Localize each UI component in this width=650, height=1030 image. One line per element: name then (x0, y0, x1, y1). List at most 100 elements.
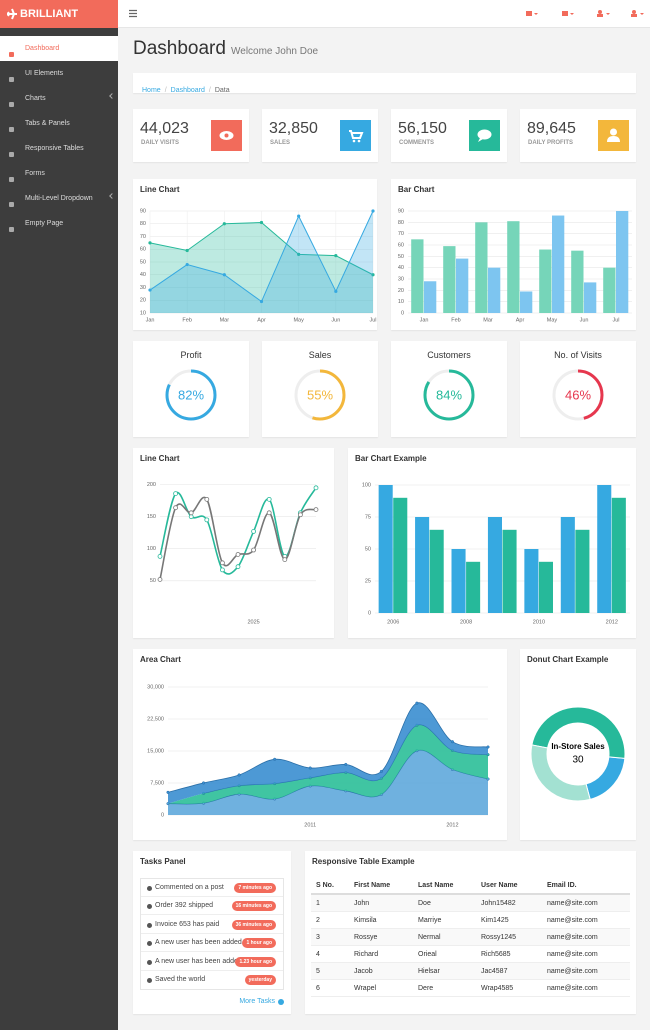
y-tick-label: 60 (398, 242, 404, 248)
menu-icon (9, 152, 14, 157)
icon-shape (9, 152, 14, 157)
point (188, 514, 194, 520)
point (148, 288, 152, 292)
bar (411, 239, 424, 313)
breadcrumb-item[interactable]: Home (142, 87, 161, 94)
bar (488, 267, 501, 313)
table-row (311, 963, 630, 980)
panel: Area Chart 0 7,500 15,000 22,500 30,000 2011 20… (133, 649, 507, 840)
area-band (168, 702, 488, 804)
stat-label: COMMENTS (399, 140, 434, 146)
bar (611, 497, 626, 613)
bar (393, 497, 408, 613)
bar (429, 529, 444, 613)
panel-title: Line Chart (140, 454, 180, 463)
menu-toggle[interactable] (128, 9, 138, 18)
menu-item[interactable]: Multi-Level Dropdown (25, 195, 93, 202)
task-text: Commented on a post (155, 884, 224, 891)
menu-item[interactable]: Charts (25, 95, 46, 102)
bar (584, 282, 597, 313)
point (222, 273, 226, 277)
table-cell: Wrapel (354, 985, 377, 992)
point (371, 273, 375, 277)
menu-item[interactable]: Dashboard (0, 36, 118, 61)
bar (502, 529, 517, 613)
more-tasks[interactable]: More Tasks (239, 998, 275, 1005)
panel: Bar Chart 0 10 20 30 40 50 60 70 80 90 Jan Feb Mar Apr… (391, 179, 636, 330)
donut-segment (531, 706, 626, 759)
icon-shape (9, 52, 14, 57)
point (313, 507, 319, 513)
panel: Donut Chart Example In-Store Sales 30 (520, 649, 636, 840)
point (259, 299, 264, 304)
ring-arc (165, 369, 217, 421)
menu-icon-box (8, 95, 15, 107)
panel: Line Chart 10 20 30 40 50 60 70 80 90 Jan Feb Mar Apr… (133, 179, 377, 330)
point (415, 701, 419, 705)
stat-value: 56,150 (398, 120, 447, 137)
task-item: Commented on a post 7 minutes ago (141, 879, 283, 897)
y-tick-label: 100 (362, 482, 371, 488)
bar (443, 246, 456, 313)
task-text: Order 392 shipped (155, 902, 213, 910)
panel: Responsive Table Example S No. First Name L… (305, 851, 636, 1014)
table-cell: name@site.com (547, 985, 598, 992)
logo[interactable]: BRILLIANT (0, 0, 118, 28)
point (371, 209, 375, 213)
area-band (168, 724, 488, 804)
logo-icon (7, 8, 17, 20)
point (486, 745, 490, 749)
task-item: Order 392 shipped 16 minutes ago (141, 897, 283, 916)
x-tick-label: 2012 (446, 822, 458, 828)
bar (456, 258, 469, 313)
point (297, 252, 301, 256)
point (266, 496, 272, 502)
pupil (224, 133, 229, 138)
x-tick-label: 2012 (606, 619, 618, 625)
table-cell: Jac4587 (481, 968, 508, 975)
column-header: S No. (316, 882, 334, 889)
point (157, 554, 163, 559)
task-item: A new user has been added 1.23 hour ago (141, 953, 283, 971)
breadcrumb-item[interactable]: Dashboard (165, 87, 205, 94)
menu-item[interactable]: Tabs & Panels (25, 120, 70, 127)
panel-title: Bar Chart (398, 185, 435, 194)
point (220, 560, 225, 566)
point (308, 766, 312, 770)
stat-value: 89,645 (527, 120, 576, 137)
task-text: Invoice 653 has paid (155, 920, 220, 928)
x-tick-label: 2008 (460, 619, 472, 625)
stat-icon (211, 120, 242, 151)
y-tick-label: 50 (150, 578, 156, 584)
point (282, 557, 288, 563)
bar (603, 267, 616, 313)
brand: BRILLIANT (20, 8, 79, 20)
head (610, 128, 617, 136)
chart: 0 25 50 75 100 2006 2008 2010 2012 (362, 482, 630, 625)
task-icon (147, 978, 152, 983)
breadcrumb-item: Data (209, 87, 230, 94)
table-cell: Richard (354, 951, 379, 958)
point (450, 740, 454, 744)
bar (597, 485, 612, 613)
menu-icon-box (8, 195, 15, 207)
point (173, 505, 178, 511)
stat-icon (469, 120, 500, 151)
menu-item[interactable]: UI Elements (25, 70, 64, 77)
chart: 10 20 30 40 50 60 70 80 90 Jan Feb Mar Apr May Jun Jul (140, 208, 377, 323)
bubble (477, 129, 492, 140)
bar (520, 291, 533, 313)
y-tick-label: 50 (140, 259, 146, 265)
y-tick-label: 60 (140, 247, 146, 253)
menu-item[interactable]: Empty Page (25, 220, 64, 227)
task-time: 1 hour ago (242, 938, 276, 949)
menu-item[interactable]: Responsive Tables (25, 145, 84, 152)
x-tick-label: Jan (420, 317, 429, 323)
ring-arc (552, 369, 604, 421)
top-icons[interactable] (520, 8, 645, 20)
menu-item[interactable]: Forms (25, 170, 45, 177)
point (148, 241, 152, 245)
y-tick-label: 7,500 (150, 780, 164, 786)
point (313, 485, 319, 491)
